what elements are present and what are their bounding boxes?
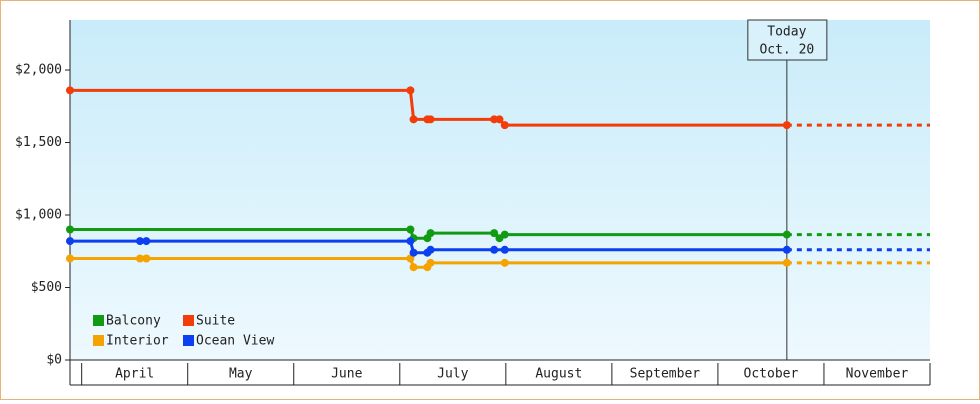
point [426, 245, 435, 254]
legend-swatch [183, 315, 194, 326]
point [66, 237, 74, 246]
point [409, 115, 418, 124]
legend-swatch [93, 315, 104, 326]
point [500, 258, 509, 267]
point [142, 254, 151, 263]
x-tick-label: April [115, 367, 154, 382]
legend-swatch [183, 335, 194, 346]
point [782, 258, 791, 267]
point [426, 229, 435, 238]
point [490, 229, 499, 238]
point [406, 86, 415, 95]
today-date: Oct. 20 [759, 43, 814, 58]
point [406, 225, 415, 234]
x-tick-label: October [744, 367, 799, 382]
point [490, 245, 499, 254]
x-tick-label: May [229, 367, 253, 382]
point [782, 245, 791, 254]
point [782, 230, 791, 239]
legend-label: Balcony [106, 314, 161, 329]
point [142, 237, 151, 246]
x-tick-label: June [331, 367, 362, 382]
point [500, 121, 509, 130]
legend-swatch [93, 335, 104, 346]
point [500, 230, 509, 239]
point [135, 254, 144, 263]
point [500, 245, 509, 254]
x-tick-label: November [846, 367, 909, 382]
x-tick-label: August [535, 367, 582, 382]
point [135, 237, 144, 246]
y-tick-label: $1,000 [15, 208, 62, 223]
legend-label: Suite [196, 314, 235, 329]
today-box [747, 19, 828, 61]
y-tick-label: $0 [46, 353, 62, 368]
point [495, 115, 504, 124]
point [409, 248, 418, 257]
legend-label: Ocean View [196, 334, 274, 349]
point [66, 225, 74, 234]
x-tick-label: September [630, 367, 701, 382]
point [66, 254, 74, 263]
point [426, 115, 435, 124]
y-tick-label: $2,000 [15, 63, 62, 78]
x-tick-label: July [437, 367, 468, 382]
point [409, 263, 418, 272]
point [782, 121, 791, 130]
y-tick-label: $500 [31, 280, 62, 295]
legend-label: Interior [106, 334, 169, 349]
point [406, 237, 415, 246]
plot-area [70, 20, 930, 360]
y-tick-label: $1,500 [15, 135, 62, 150]
today-title: Today [767, 25, 806, 40]
point [66, 86, 74, 95]
point [426, 258, 435, 267]
